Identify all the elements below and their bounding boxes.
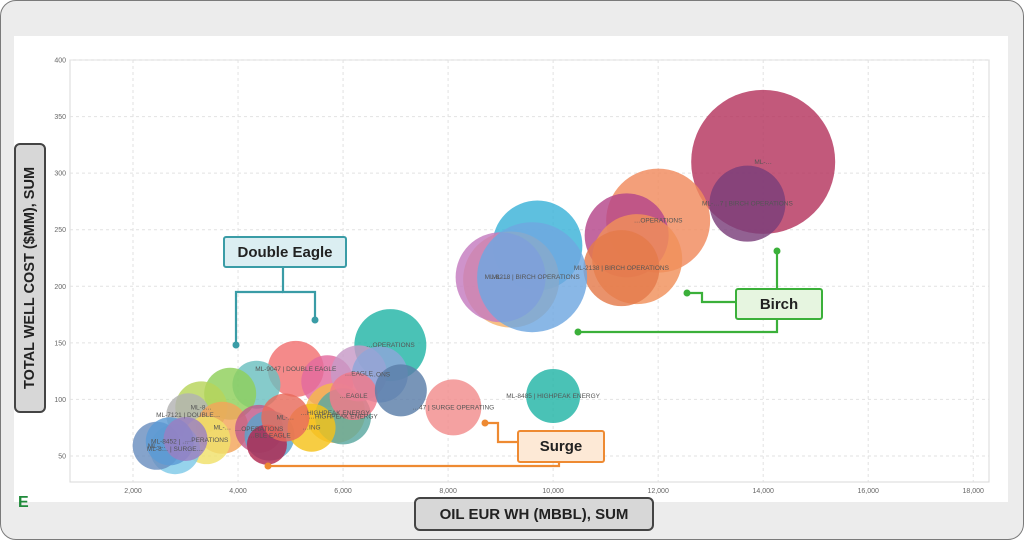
bubble-label: …EAGLE [339,393,368,400]
callout-dot [683,289,691,297]
bubble [329,372,378,421]
callout-double-eagle: Double Eagle [223,236,347,268]
bubble-label: …BLE EAGLE [248,433,291,440]
callout-double-eagle-label: Double Eagle [237,243,333,261]
bubble-label: ML-… [213,425,231,432]
bubble-label: …EAGLE [345,370,374,377]
y-tick-label: 400 [54,58,66,65]
x-axis-title: OIL EUR WH (MBBL), SUM [414,497,654,531]
bubble-label: ML-8… | SURGE… [147,446,203,453]
x-tick-label: 2,000 [124,488,142,495]
bubble-label: ML-7121 | DOUBLE… [156,412,220,419]
y-tick-label: 200 [54,284,66,291]
callout-surge: Surge [517,430,605,463]
bubble-label: ML-…7 | BIRCH OPERATIONS [702,201,793,208]
x-tick-label: 10,000 [542,488,564,495]
y-tick-label: 150 [54,340,66,347]
bubble-label: ML-8485 | HIGHPEAK ENERGY [506,393,600,400]
bubble [709,165,786,242]
y-tick-label: 350 [54,114,66,121]
callout-dot [264,462,272,470]
bubble-label: …HIGHPEAK ENERGY [308,413,378,420]
callout-connector [281,264,317,320]
bubble-label: …47 | SURGE OPERATING [412,404,494,411]
y-tick-label: 50 [58,453,66,460]
callout-connector [234,290,283,345]
callout-dot [311,316,319,324]
bubble-label: …OPERATIONS [634,218,683,225]
callout-surge-label: Surge [539,438,583,455]
bubble-label: …PERATIONS [185,437,229,444]
bubble [526,369,581,424]
brand-logo: E [18,494,29,511]
y-axis-title-text: TOTAL WELL COST ($MM), SUM [22,166,38,390]
callout-dot [773,247,781,255]
callout-connector [485,421,517,444]
callout-birch: Birch [735,288,823,320]
bubble-label: …ING [303,425,321,432]
label-layer: ML-… ML-…7 | BIRCH OPERATIONS …OPERATIONS M… [147,159,794,453]
bubble [583,230,660,307]
bubble-label: ML-8… [191,404,212,411]
callout-connector [578,316,779,334]
bubble-layer [132,89,836,475]
bubble [425,379,482,436]
x-tick-label: 4,000 [229,488,247,495]
callout-connector [268,459,561,468]
bubble-label: …OPERATIONS [235,426,284,433]
y-tick-label: 300 [54,171,66,178]
x-tick-label: 8,000 [439,488,457,495]
bubble [374,364,427,417]
bubble-label: ML-… [754,159,772,166]
callout-dot [232,341,240,349]
y-tick-label: 250 [54,227,66,234]
bubble-label: ML-… [492,274,510,281]
bubble-label: ML-2138 | BIRCH OPERATIONS [574,265,670,272]
bubble-label: …HIGHPEAK ENERGY [301,410,371,417]
bubble-label: …ONS [370,372,391,379]
tick-layer: 2,000 4,000 6,000 8,000 10,000 12,000 14,000 16… [54,58,984,496]
bubble-label: ML-… [148,443,166,450]
callout-dot [481,419,489,427]
x-tick-label: 16,000 [858,488,880,495]
y-tick-label: 100 [54,397,66,404]
plot-border [69,59,990,483]
x-tick-label: 12,000 [647,488,669,495]
x-tick-label: 14,000 [752,488,774,495]
callout-dot [574,328,582,336]
bubble-label: ML-8452 | … [151,438,188,445]
x-tick-label: 6,000 [334,488,352,495]
x-tick-label: 18,000 [963,488,985,495]
bubble-label: ML-… [276,415,294,422]
callout-birch-label: Birch [759,295,799,313]
bubble-label: ML-9047 | DOUBLE EAGLE [255,366,337,373]
bubble-label: ML-8218 | BIRCH OPERATIONS [485,274,581,281]
bubble [261,393,310,442]
plot-panel: ML-… ML-…7 | BIRCH OPERATIONS …OPERATIONS M… [14,36,1008,502]
grid-layer [69,59,990,483]
bubble-chart: ML-… ML-…7 | BIRCH OPERATIONS …OPERATIONS M… [54,58,990,496]
bubble-label: …OPERATIONS [366,342,415,349]
bubble [477,222,588,333]
bubble [163,417,208,462]
y-axis-title: TOTAL WELL COST ($MM), SUM [14,143,46,413]
